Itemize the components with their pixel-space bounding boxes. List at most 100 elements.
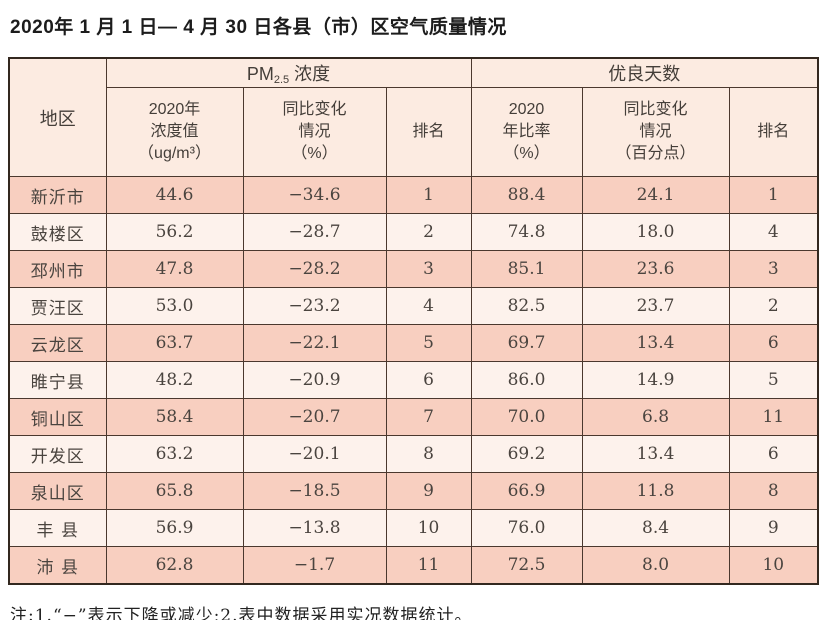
pm25-change-cell: −23.2 [242,287,387,325]
good-rank-cell: 6 [728,324,819,362]
pm25-label-subscript: 2.5 [273,74,290,86]
footnote: 注:1.“−”表示下降或减少;2.表中数据采用实况数据统计。 [10,606,473,620]
region-cell: 沛 县 [8,546,107,585]
region-cell: 睢宁县 [8,361,107,399]
good-rate-cell: 86.0 [470,361,583,399]
region-cell: 丰 县 [8,509,107,547]
column-header-pm25-rank: 排名 [385,87,472,177]
column-group-pm25: PM2.5 浓度 [105,57,472,88]
good-rank-cell: 2 [728,287,819,325]
pm25-rank-cell: 6 [385,361,472,399]
good-rank-cell: 6 [728,435,819,473]
pm25-change-cell: −20.9 [242,361,387,399]
good-rate-cell: 69.2 [470,435,583,473]
region-cell: 鼓楼区 [8,213,107,251]
good-rate-cell: 88.4 [470,176,583,214]
good-change-cell: 6.8 [581,398,730,436]
column-header-region: 地区 [8,57,107,177]
good-rank-cell: 11 [728,398,819,436]
pm25-change-cell: −28.7 [242,213,387,251]
good-rate-cell: 74.8 [470,213,583,251]
good-rate-cell: 69.7 [470,324,583,362]
column-group-good-days: 优良天数 [470,57,819,88]
region-cell: 开发区 [8,435,107,473]
pm25-change-cell: −1.7 [242,546,387,585]
pm25-value-cell: 63.2 [105,435,244,473]
pm25-rank-cell: 7 [385,398,472,436]
good-change-cell: 23.7 [581,287,730,325]
good-change-cell: 23.6 [581,250,730,288]
pm25-rank-cell: 10 [385,509,472,547]
pm25-change-cell: −18.5 [242,472,387,510]
pm25-change-cell: −20.1 [242,435,387,473]
column-header-good-rate: 2020 年比率 （%） [470,87,583,177]
region-cell: 贾汪区 [8,287,107,325]
region-cell: 铜山区 [8,398,107,436]
good-rank-cell: 3 [728,250,819,288]
region-cell: 泉山区 [8,472,107,510]
table-body: 新沂市 44.6 −34.6 1 88.4 24.1 1 鼓楼区 56.2 −2… [8,176,819,585]
pm25-value-cell: 63.7 [105,324,244,362]
good-change-cell: 13.4 [581,435,730,473]
header-group-row: 地区 PM2.5 浓度 优良天数 [8,57,819,177]
table-row: 云龙区 63.7 −22.1 5 69.7 13.4 6 [8,324,819,362]
good-rank-cell: 10 [728,546,819,585]
pm25-change-cell: −13.8 [242,509,387,547]
good-rate-cell: 72.5 [470,546,583,585]
column-header-pm25-value: 2020年 浓度值 （ug/m³） [105,87,244,177]
region-cell: 邳州市 [8,250,107,288]
region-cell: 云龙区 [8,324,107,362]
good-rate-cell: 82.5 [470,287,583,325]
good-rank-cell: 1 [728,176,819,214]
good-change-cell: 11.8 [581,472,730,510]
table-row: 鼓楼区 56.2 −28.7 2 74.8 18.0 4 [8,213,819,251]
table-row: 新沂市 44.6 −34.6 1 88.4 24.1 1 [8,176,819,214]
pm25-rank-cell: 2 [385,213,472,251]
pm25-rank-cell: 8 [385,435,472,473]
table-row: 丰 县 56.9 −13.8 10 76.0 8.4 9 [8,509,819,547]
pm25-value-cell: 47.8 [105,250,244,288]
pm25-value-cell: 56.2 [105,213,244,251]
pm25-rank-cell: 4 [385,287,472,325]
good-change-cell: 18.0 [581,213,730,251]
table-row: 沛 县 62.8 −1.7 11 72.5 8.0 10 [8,546,819,585]
good-rank-cell: 9 [728,509,819,547]
good-rate-cell: 70.0 [470,398,583,436]
good-change-cell: 8.0 [581,546,730,585]
good-rate-cell: 85.1 [470,250,583,288]
pm25-rank-cell: 1 [385,176,472,214]
pm25-label-prefix: PM [246,64,274,84]
pm25-value-cell: 62.8 [105,546,244,585]
pm25-value-cell: 56.9 [105,509,244,547]
pm25-label-suffix: 浓度 [289,64,331,84]
pm25-change-cell: −22.1 [242,324,387,362]
table-row: 贾汪区 53.0 −23.2 4 82.5 23.7 2 [8,287,819,325]
region-cell: 新沂市 [8,176,107,214]
header-sub-row: 2020年 浓度值 （ug/m³） 同比变化 情况 （%） 排名 2020 年比… [9,87,819,177]
good-change-cell: 8.4 [581,509,730,547]
table-header: 地区 PM2.5 浓度 优良天数 2020年 浓度值 （ug/m³） 同比变化 … [8,57,819,177]
pm25-rank-cell: 11 [385,546,472,585]
pm25-rank-cell: 3 [385,250,472,288]
pm25-change-cell: −28.2 [242,250,387,288]
good-rate-cell: 66.9 [470,472,583,510]
table-row: 铜山区 58.4 −20.7 7 70.0 6.8 11 [8,398,819,436]
air-quality-table: 地区 PM2.5 浓度 优良天数 2020年 浓度值 （ug/m³） 同比变化 … [8,57,820,585]
table-row: 睢宁县 48.2 −20.9 6 86.0 14.9 5 [8,361,819,399]
table-row: 开发区 63.2 −20.1 8 69.2 13.4 6 [8,435,819,473]
pm25-value-cell: 53.0 [105,287,244,325]
good-change-cell: 24.1 [581,176,730,214]
pm25-change-cell: −34.6 [242,176,387,214]
pm25-value-cell: 58.4 [105,398,244,436]
good-rate-cell: 76.0 [470,509,583,547]
good-rank-cell: 5 [728,361,819,399]
pm25-value-cell: 65.8 [105,472,244,510]
good-rank-cell: 4 [728,213,819,251]
good-change-cell: 13.4 [581,324,730,362]
pm25-value-cell: 48.2 [105,361,244,399]
column-header-good-change: 同比变化 情况 （百分点） [581,87,730,177]
table-row: 泉山区 65.8 −18.5 9 66.9 11.8 8 [8,472,819,510]
column-header-pm25-change: 同比变化 情况 （%） [242,87,387,177]
good-rank-cell: 8 [728,472,819,510]
